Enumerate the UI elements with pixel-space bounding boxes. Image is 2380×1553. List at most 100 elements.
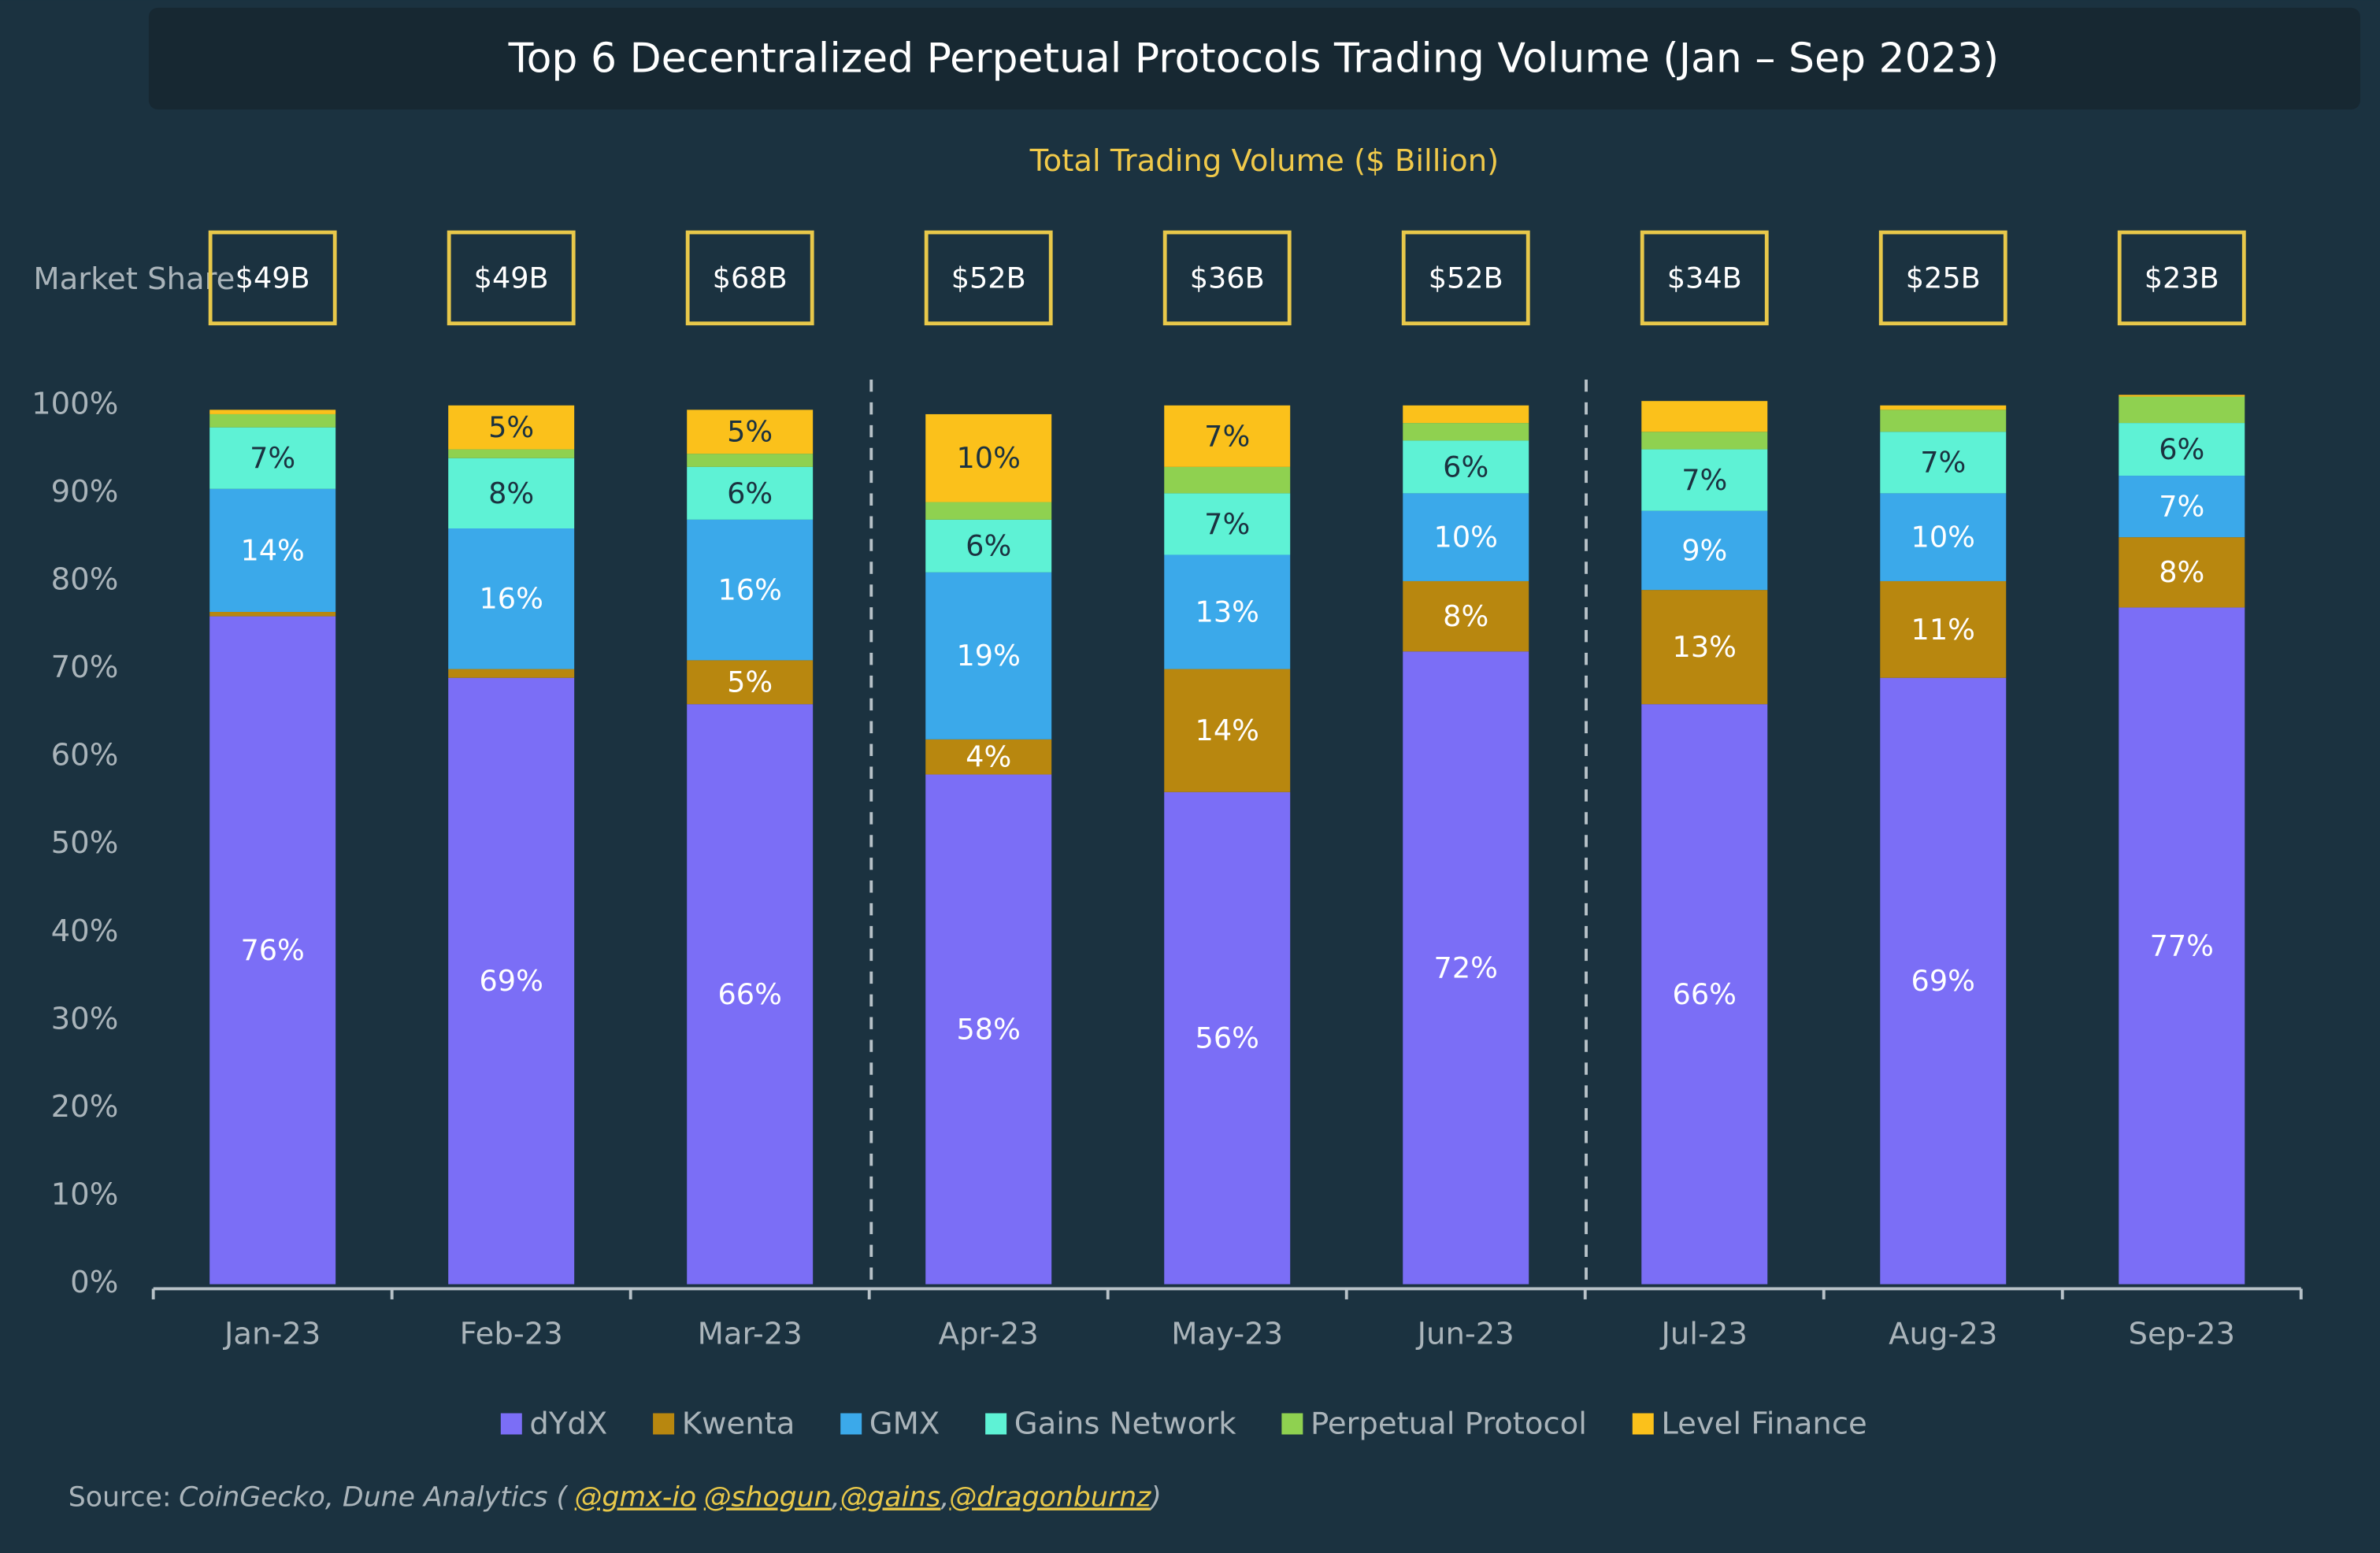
bar-segment	[2119, 607, 2245, 1284]
value-label: 6%	[2159, 432, 2204, 466]
bar-segment	[1164, 405, 1291, 467]
source-link[interactable]: @gmx-io	[575, 1481, 696, 1513]
total-label: $34B	[1667, 261, 1742, 295]
value-label: 8%	[488, 476, 534, 510]
bar-segment	[1641, 432, 1768, 450]
bar-segment	[1880, 405, 2007, 410]
bar-segment	[1403, 405, 1529, 424]
bar-segment	[2119, 476, 2245, 538]
value-label: 19%	[957, 639, 1021, 673]
bar-segment	[448, 458, 575, 529]
bar-segment	[1403, 651, 1529, 1284]
legend-swatch	[653, 1413, 675, 1435]
value-label: 5%	[727, 415, 773, 449]
total-label: $52B	[951, 261, 1026, 295]
x-tick-label: Sep-23	[2128, 1317, 2235, 1352]
y-tick-label: 50%	[51, 825, 119, 861]
value-label: 13%	[1196, 595, 1259, 628]
bar-segment	[448, 528, 575, 669]
source: Source: CoinGecko, Dune Analytics (@gmx-i…	[69, 1481, 1162, 1513]
value-label: 4%	[966, 740, 1011, 774]
bar-segment	[1880, 410, 2007, 432]
legend-swatch	[1281, 1413, 1303, 1435]
legend-item: Level Finance	[1632, 1406, 1867, 1441]
legend-label: Kwenta	[682, 1406, 795, 1441]
bar-segment	[687, 660, 814, 705]
value-label: 66%	[1673, 977, 1737, 1011]
bar-segment	[209, 427, 336, 489]
value-label: 10%	[1434, 521, 1498, 554]
value-label: 72%	[1434, 951, 1498, 984]
bar-segment	[1641, 510, 1768, 591]
total-label: $49B	[474, 261, 549, 295]
value-label: 77%	[2150, 928, 2214, 962]
bar-segment	[687, 704, 814, 1284]
value-label: 16%	[479, 582, 543, 616]
value-label: 16%	[718, 573, 782, 607]
bar-segment	[1641, 704, 1768, 1284]
value-label: 6%	[727, 476, 773, 510]
x-tick-label: Apr-23	[939, 1317, 1039, 1352]
bar-segment	[687, 466, 814, 520]
bar-segment	[1164, 791, 1291, 1284]
legend-item: Kwenta	[653, 1406, 795, 1441]
bar-segment	[1880, 493, 2007, 581]
bar-segment	[925, 413, 1052, 502]
total-box	[685, 230, 814, 326]
bar-segment	[1641, 590, 1768, 705]
source-link[interactable]: @dragonburnz	[949, 1481, 1151, 1513]
y-tick-label: 20%	[51, 1089, 119, 1125]
value-label: 13%	[1673, 630, 1737, 664]
bar-segment	[2119, 396, 2245, 424]
legend-swatch	[840, 1413, 862, 1435]
bar-segment	[1164, 493, 1291, 555]
legend-item: Gains Network	[985, 1406, 1236, 1441]
value-label: 5%	[488, 410, 534, 444]
bar-segment	[448, 405, 575, 450]
bar-segment	[1403, 423, 1529, 441]
y-tick-label: 10%	[51, 1177, 119, 1213]
bar-segment	[925, 739, 1052, 775]
x-tick-label: Mar-23	[698, 1317, 803, 1352]
bar-segment	[2119, 395, 2245, 397]
value-label: 66%	[718, 977, 782, 1011]
bar-segment	[1880, 432, 2007, 494]
legend-swatch	[1632, 1413, 1654, 1435]
total-box	[924, 230, 1053, 326]
source-text: )	[1148, 1481, 1162, 1513]
bar-segment	[2119, 537, 2245, 608]
value-label: 5%	[727, 665, 773, 699]
source-link[interactable]: @gains	[840, 1481, 941, 1513]
bar-segment	[209, 616, 336, 1284]
bar-segment	[687, 454, 814, 467]
y-tick-label: 70%	[51, 650, 119, 685]
bar-segment	[1403, 440, 1529, 494]
bar-segment	[925, 519, 1052, 573]
bar-segment	[448, 677, 575, 1284]
total-label: $36B	[1190, 261, 1265, 295]
bar-segment	[209, 410, 336, 414]
value-label: 8%	[2159, 555, 2204, 589]
source-link[interactable]: @shogun	[704, 1481, 832, 1513]
y-tick-label: 100%	[32, 386, 118, 421]
value-label: 9%	[1681, 533, 1727, 567]
bar-segment	[448, 449, 575, 458]
value-label: 56%	[1196, 1021, 1259, 1055]
value-label: 7%	[1204, 507, 1250, 541]
value-label: 7%	[1920, 446, 1966, 480]
total-box	[1878, 230, 2007, 326]
row-label: Market Share	[33, 261, 235, 297]
legend-item: dYdX	[500, 1406, 607, 1441]
y-tick-label: 40%	[51, 914, 119, 949]
title-box	[148, 7, 2360, 109]
value-label: 11%	[1911, 613, 1975, 647]
bar-segment	[1880, 580, 2007, 678]
bar-segment	[1641, 449, 1768, 511]
y-tick-label: 90%	[51, 474, 119, 510]
bar-segment	[925, 572, 1052, 739]
x-tick-label: Jul-23	[1660, 1317, 1748, 1352]
value-label: 10%	[1911, 521, 1975, 554]
y-tick-label: 0%	[70, 1265, 118, 1300]
bar-segment	[2119, 423, 2245, 476]
